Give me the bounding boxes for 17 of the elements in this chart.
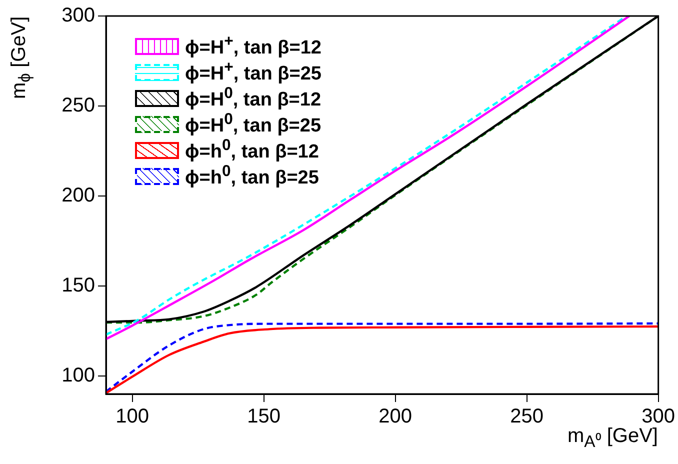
y-tick-label: 250	[62, 94, 95, 117]
x-tick-label: 100	[116, 406, 149, 428]
legend-label: ϕ=h$^{0}$, tan β=12	[185, 136, 319, 164]
legend-label: ϕ=h$^{0}$, tan β=25	[185, 162, 319, 190]
y-tick-label: 300	[62, 4, 95, 27]
x-axis-title: m$_{A⁰}$ [GeV]	[568, 425, 658, 452]
x-tick-label: 300	[642, 406, 676, 428]
x-tick-label: 250	[510, 406, 544, 428]
y-tick-label: 200	[62, 184, 95, 207]
x-tick-label: 150	[247, 406, 280, 428]
x-tick-label: 200	[378, 406, 412, 428]
y-tick-label: 150	[62, 274, 95, 297]
y-tick-label: 100	[62, 364, 95, 387]
legend-label: ϕ=H$^{0}$, tan β=25	[185, 110, 322, 138]
legend-label: ϕ=H$^{0}$, tan β=12	[185, 84, 322, 112]
legend-label: ϕ=H$^{+}$, tan β=25	[185, 58, 322, 86]
legend-label: ϕ=H$^{+}$, tan β=12	[185, 32, 322, 60]
